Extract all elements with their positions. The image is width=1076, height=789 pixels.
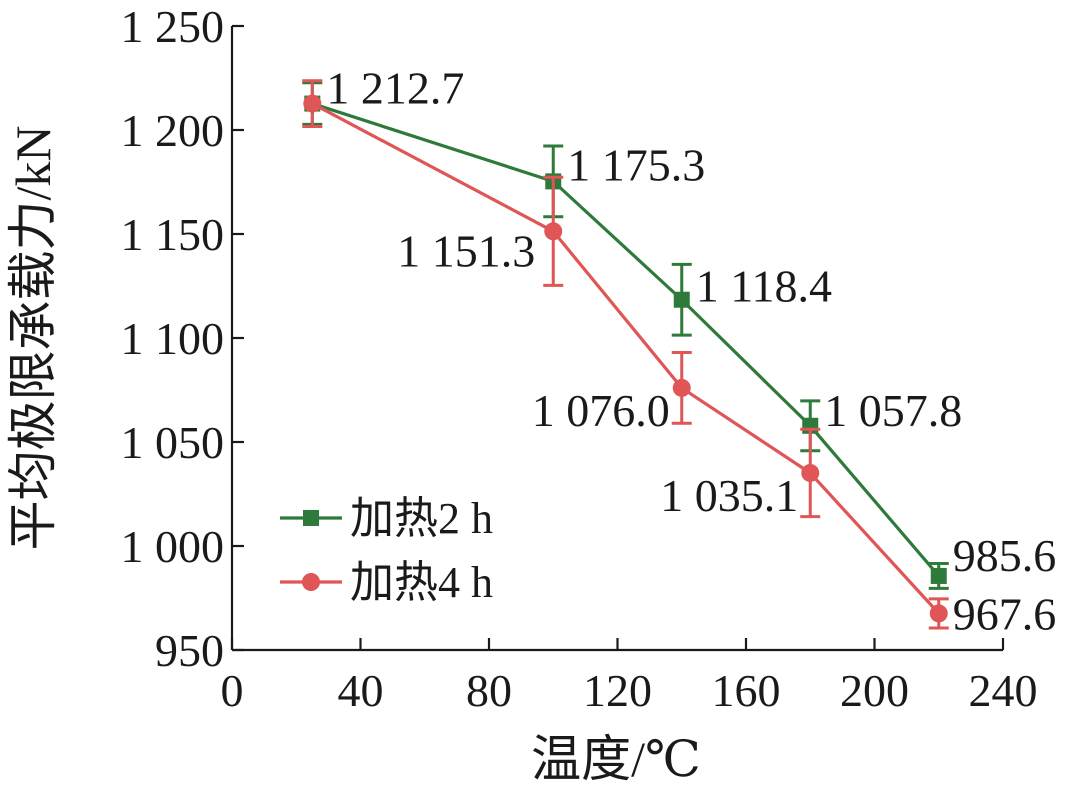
x-tick-label: 240 [969,665,1038,716]
y-tick-label: 1 000 [121,521,225,572]
data-point [303,94,322,113]
legend-marker [302,573,320,591]
x-tick-label: 120 [583,665,652,716]
data-labels: 1 212.7 1 175.3 1 118.4 1 057.8 985.6 1 151.3… [326,63,1056,640]
data-label: 1 057.8 [824,385,962,436]
data-point [673,291,690,308]
data-label: 1 118.4 [696,261,832,312]
y-axis-title: 平均极限承载力/kN [5,126,61,551]
y-tick-label: 1 200 [121,105,225,156]
data-point [929,604,948,623]
legend-item: 加热4 h [280,558,493,607]
legend-item: 加热2 h [280,494,493,543]
x-tick-label: 160 [712,665,781,716]
y-tick-label: 1 150 [121,209,225,260]
y-tick-label: 1 100 [121,313,225,364]
data-label: 1 175.3 [567,139,705,190]
x-tick-label: 0 [221,665,244,716]
series-2 [302,79,949,630]
data-label: 1 035.1 [660,470,798,521]
data-label: 1 151.3 [397,225,535,276]
data-label: 985.6 [953,530,1057,581]
data-label: 967.6 [953,588,1057,639]
y-tick-label: 950 [155,625,224,676]
series-layer [302,79,949,630]
x-tick-label: 40 [338,665,384,716]
legend: 加热2 h 加热4 h [280,494,493,607]
data-label: 1 212.7 [326,63,464,114]
y-tick-label: 1 050 [121,417,225,468]
data-label: 1 076.0 [532,385,670,436]
x-axis-title: 温度/℃ [531,731,701,787]
legend-label: 加热4 h [350,558,493,607]
x-tick-label: 80 [466,665,512,716]
data-point [544,222,563,241]
y-tick-label: 1 250 [121,1,225,52]
data-point [672,378,691,397]
x-tick-label: 200 [840,665,909,716]
data-point [930,567,947,584]
legend-label: 加热2 h [350,494,493,543]
axes: 950 1 000 1 050 1 100 1 150 1 200 1 250 0 40 80 12… [121,1,1038,716]
data-point [801,463,820,482]
legend-marker [303,510,319,526]
